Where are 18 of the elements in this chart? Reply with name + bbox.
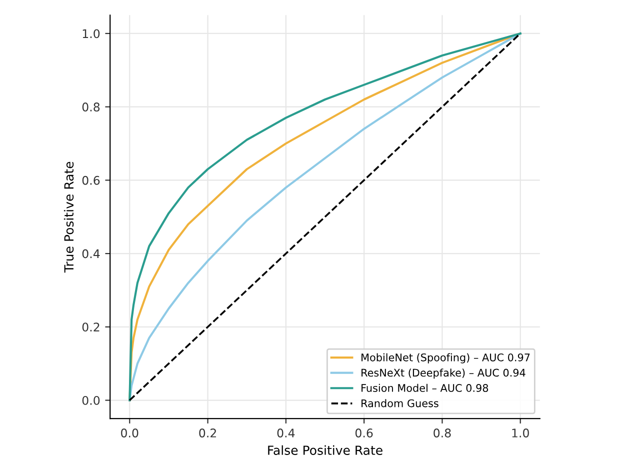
y-tick-label: 0.0 [82, 396, 100, 405]
legend-label: Fusion Model – AUC 0.98 [362, 384, 488, 392]
legend-label: ResNeXt (Deepfake) – AUC 0.94 [362, 368, 526, 379]
y-tick-label: 0.8 [82, 102, 100, 112]
x-tick-label: 0.6 [355, 428, 373, 438]
x-tick-label: 0.4 [277, 428, 295, 438]
y-tick-label: 0.2 [82, 322, 100, 332]
x-tick-label: 0.2 [199, 428, 216, 438]
x-tick-label: 0.8 [434, 428, 451, 438]
y-tick-label: 0.4 [82, 249, 100, 258]
x-tick-label: 0.0 [121, 428, 138, 438]
y-axis-title: True Positive Rate [64, 162, 74, 273]
x-axis-title: False Positive Rate [268, 445, 382, 455]
legend-label: MobileNet (Spoofing) – AUC 0.97 [362, 353, 530, 364]
y-tick-label: 0.6 [82, 176, 100, 185]
legend-label: Random Guess [362, 399, 438, 408]
y-tick-label: 1.0 [82, 29, 100, 38]
x-tick-label: 1.0 [512, 428, 529, 438]
